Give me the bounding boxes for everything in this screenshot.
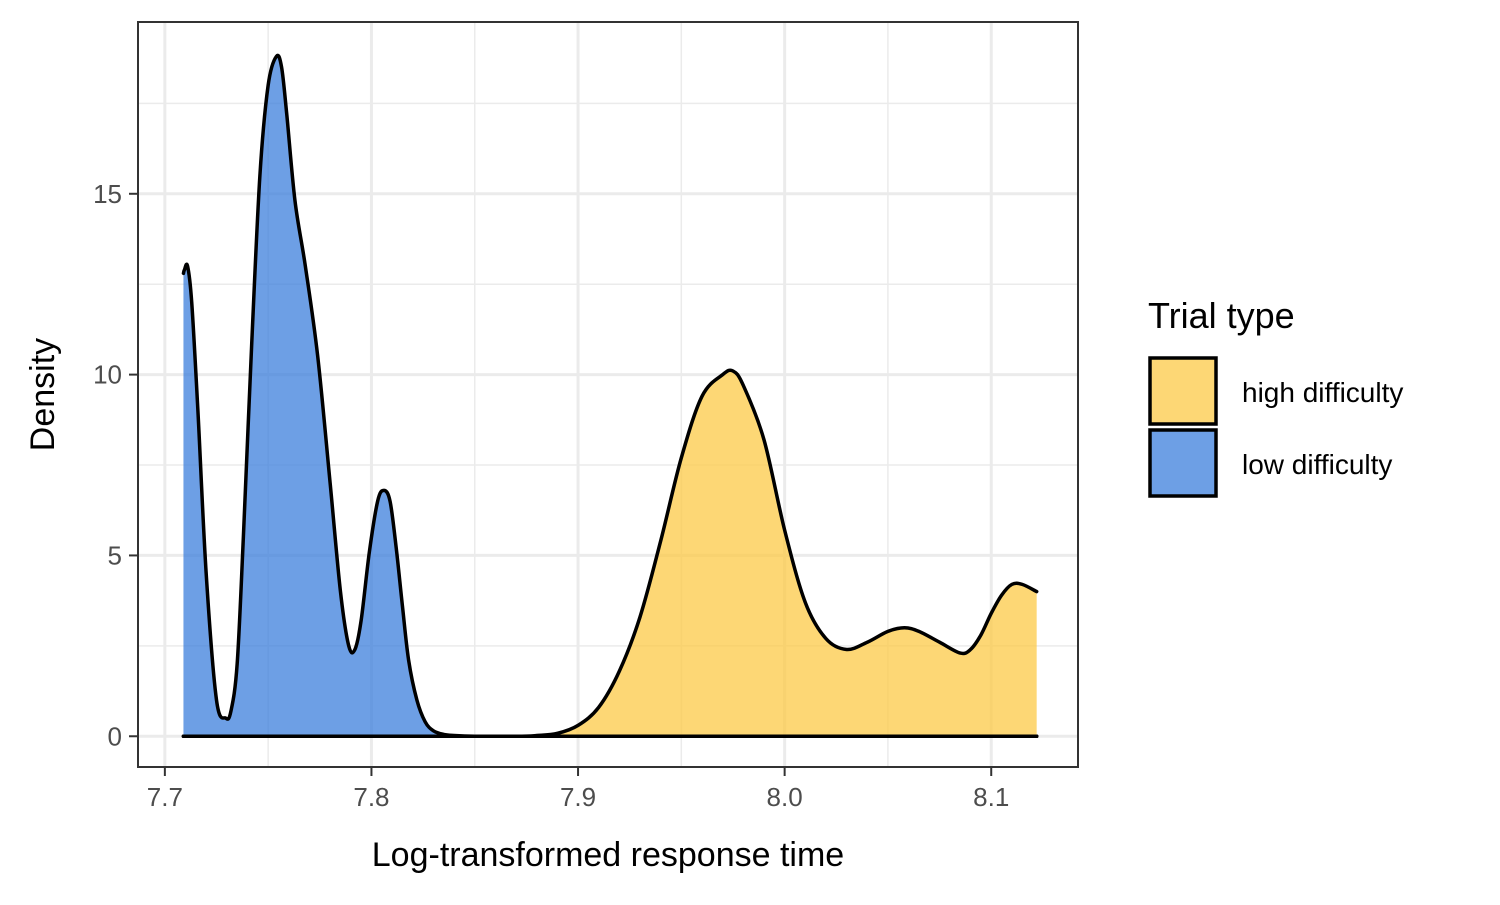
legend-title: Trial type — [1148, 295, 1295, 336]
y-axis-title: Density — [24, 338, 62, 451]
y-tick-label: 0 — [108, 721, 122, 751]
x-tick-label: 7.8 — [353, 782, 389, 812]
legend: Trial type high difficulty low difficulty — [1148, 295, 1403, 498]
axes: 7.7 7.8 7.9 8.0 8.1 0 5 10 15 — [93, 179, 1009, 812]
legend-key-high-difficulty — [1148, 356, 1218, 426]
panel-border-group — [137, 21, 1079, 768]
density-series — [181, 53, 1039, 739]
panel-border — [137, 21, 1079, 768]
y-tick-label: 15 — [93, 179, 122, 209]
x-tick-label: 8.1 — [973, 782, 1009, 812]
legend-label-high-difficulty: high difficulty — [1242, 377, 1403, 408]
x-tick-label: 7.9 — [560, 782, 596, 812]
y-tick-label: 10 — [93, 360, 122, 390]
x-axis-title: Log-transformed response time — [372, 836, 844, 874]
legend-key-low-difficulty — [1148, 428, 1218, 498]
density-area-high-difficulty — [183, 370, 1037, 737]
y-tick-label: 5 — [108, 540, 122, 570]
x-tick-label: 8.0 — [767, 782, 803, 812]
legend-label-low-difficulty: low difficulty — [1242, 449, 1392, 480]
x-tick-label: 7.7 — [147, 782, 183, 812]
series-high-difficulty — [181, 368, 1039, 739]
